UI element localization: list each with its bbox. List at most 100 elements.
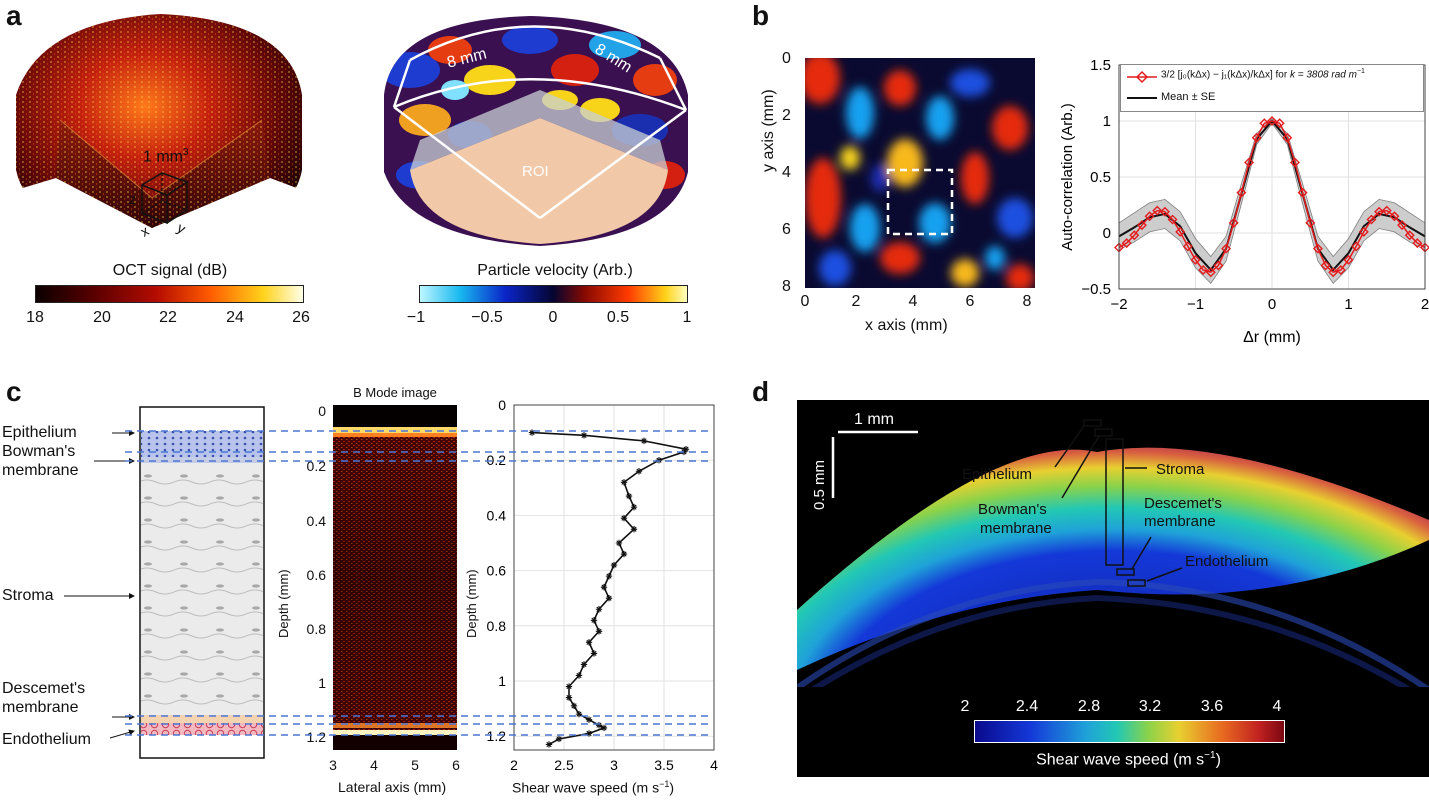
bmode-xlabel: Lateral axis (mm)	[338, 779, 447, 795]
oct-tick: 20	[93, 309, 111, 326]
d-label-epithelium: Epithelium	[962, 466, 1033, 483]
sws-marker	[590, 617, 598, 624]
ac-marker	[1144, 211, 1155, 222]
ac-marker	[1175, 226, 1186, 237]
sws-ytick: 1	[498, 673, 506, 689]
autocorrelation-plot: −2 −1 0 1 2 −0.5 0 0.5 1 1.5 Δr (mm) Auto-correla…	[1059, 57, 1429, 346]
map-xtick: 4	[908, 293, 918, 310]
d-cbar-tick: 2.4	[1015, 698, 1039, 715]
sws-marker	[605, 572, 613, 580]
sws-marker	[545, 741, 553, 748]
sws-marker	[575, 710, 583, 718]
sws-ytick: 0	[498, 397, 506, 413]
d-cbar-tick: 4	[1272, 698, 1282, 715]
ac-marker	[1412, 238, 1423, 249]
map-xtick: 6	[965, 293, 975, 310]
sws-marker	[600, 583, 608, 591]
sws-ytick: 1.2	[487, 728, 507, 744]
layer-label-descemet-2: membrane	[2, 699, 79, 716]
layer-arrows	[64, 430, 135, 739]
theory-line	[1118, 120, 1426, 274]
map-xtick: 2	[851, 293, 861, 310]
map-ytick: 4	[782, 164, 791, 181]
d-cbar-title: Shear wave speed (m s−1)	[1036, 750, 1221, 769]
sws-marker	[682, 445, 690, 453]
map-ylabel: y axis (mm)	[760, 89, 777, 172]
ac-xtick: −2	[1110, 296, 1127, 313]
d-label-descemet-2: membrane	[1144, 513, 1216, 530]
sws-marker	[595, 721, 603, 729]
velocity-colorbar	[419, 285, 688, 303]
ac-marker	[1282, 132, 1293, 143]
sws-ytick: 0.4	[487, 507, 507, 523]
ac-marker	[1244, 157, 1255, 168]
legend-mean-label: Mean ± SE	[1161, 91, 1216, 103]
ac-xtick: −1	[1187, 296, 1204, 313]
panel-label-c: c	[6, 376, 22, 407]
bmode-image	[333, 405, 457, 750]
ac-legend: 3/2 [j₀(kΔx) − j₁(kΔx)/kΔx] for k = 3808…	[1120, 64, 1424, 112]
map-ytick: 8	[782, 278, 791, 295]
ac-marker	[1236, 187, 1247, 198]
sws-marker	[630, 503, 638, 511]
sws-marker	[630, 526, 638, 533]
d-label-bowman: Bowman's	[978, 501, 1047, 518]
velocity-tick: 0.5	[606, 309, 630, 326]
sws-marker	[528, 429, 536, 436]
map-xlabel: x axis (mm)	[865, 317, 948, 334]
ac-ytick: 1	[1103, 113, 1111, 130]
ac-marker	[1121, 238, 1132, 249]
velocity-tick: −0.5	[471, 309, 503, 326]
sws-marker	[600, 724, 608, 732]
layer-label-endothelium: Endothelium	[2, 731, 91, 748]
descemet-layer	[141, 715, 263, 723]
d-cbar-tick: 2	[960, 698, 970, 715]
ac-marker	[1182, 241, 1193, 252]
d-label-stroma: Stroma	[1156, 461, 1205, 478]
layer-boundary-lines	[125, 430, 713, 736]
bmode-ytick: 0.4	[306, 513, 326, 529]
bmode-xtick: 5	[411, 757, 419, 773]
velocity-tick: 1	[682, 309, 692, 326]
ac-marker	[1320, 260, 1331, 271]
bmode-ytick: 0	[318, 403, 326, 419]
scale-cube-icon	[140, 172, 189, 225]
ac-ytick: 1.5	[1090, 57, 1111, 74]
sws-marker	[580, 661, 588, 668]
sws-marker	[590, 650, 598, 657]
oct-tick: 24	[226, 309, 244, 326]
sws-marker	[580, 432, 588, 439]
volume-size-label: 1 mm3	[143, 147, 189, 166]
d-cbar-tick: 3.6	[1200, 698, 1224, 715]
bowman-layer	[141, 457, 263, 463]
layer-label-stroma: Stroma	[2, 587, 54, 604]
sws-marker	[625, 492, 633, 500]
velocity-map	[805, 58, 1035, 288]
sws-marker	[555, 735, 563, 743]
axis-z-label: z	[129, 191, 136, 207]
ac-marker	[1397, 220, 1408, 231]
ac-marker	[1213, 260, 1224, 271]
ac-ytick: −0.5	[1081, 281, 1111, 298]
layer-label-epithelium: Epithelium	[2, 424, 77, 441]
ac-marker	[1221, 243, 1232, 254]
ac-marker	[1358, 226, 1369, 237]
bmode-ytick: 1.2	[306, 729, 326, 745]
ac-marker	[1374, 206, 1385, 217]
d-label-descemet: Descemet's	[1144, 495, 1222, 512]
ac-marker	[1381, 205, 1392, 216]
layer-label-bowman: Bowman's	[2, 443, 76, 460]
sws-xtick: 4	[710, 757, 718, 773]
ac-marker	[1259, 118, 1270, 129]
sws-xtick: 2.5	[554, 757, 574, 773]
sws-ytick: 0.6	[487, 563, 507, 579]
d-colorbar	[974, 720, 1285, 743]
panel-label-d: d	[752, 376, 770, 407]
ac-marker	[1167, 214, 1178, 225]
ac-marker	[1136, 220, 1147, 231]
ac-marker	[1198, 264, 1209, 275]
ac-marker	[1205, 267, 1216, 278]
ac-xtick: 2	[1421, 296, 1429, 313]
ac-marker	[1159, 206, 1170, 217]
ac-marker	[1366, 214, 1377, 225]
